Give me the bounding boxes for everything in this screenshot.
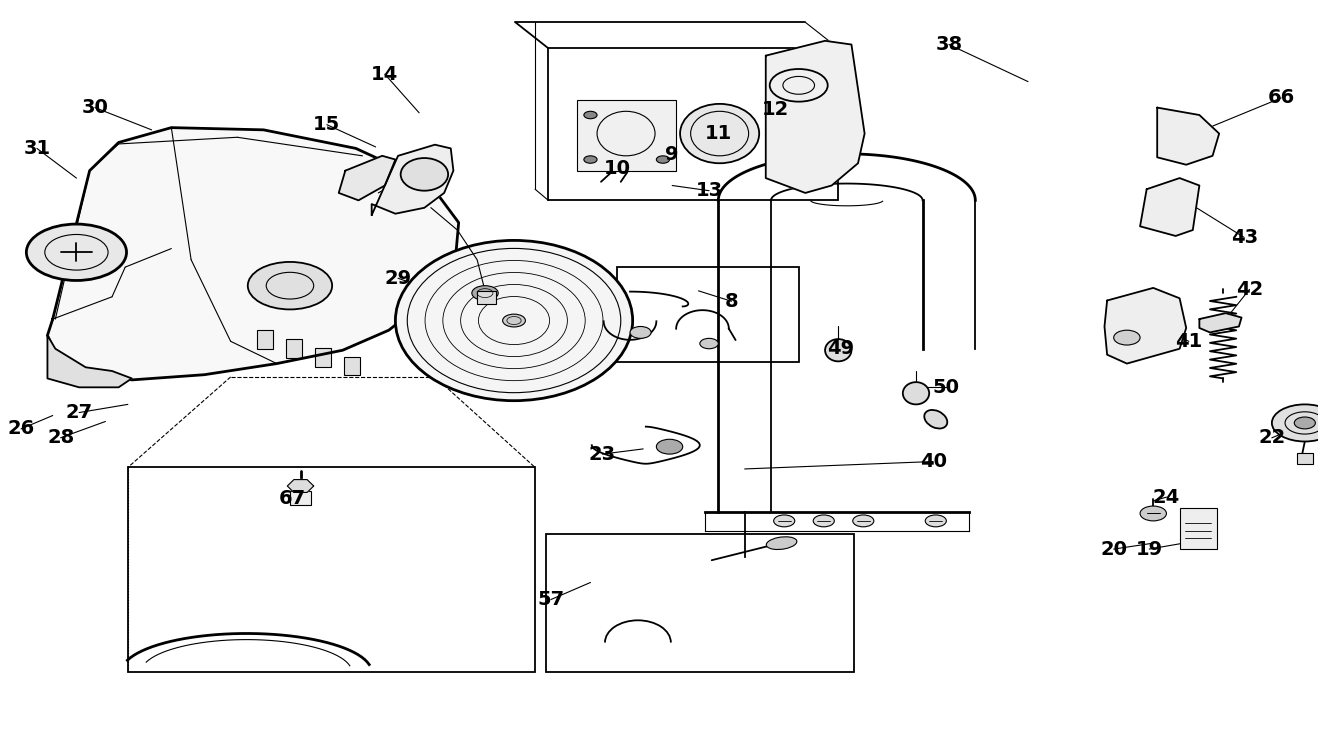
Bar	[546, 534, 854, 672]
Ellipse shape	[395, 240, 633, 401]
Polygon shape	[372, 145, 453, 215]
Bar	[1180, 508, 1217, 549]
Text: 14: 14	[372, 65, 398, 84]
Bar	[1297, 453, 1313, 464]
Text: 15: 15	[314, 115, 340, 134]
Circle shape	[26, 224, 127, 280]
Circle shape	[630, 326, 651, 338]
Text: 30: 30	[82, 98, 108, 117]
Text: 28: 28	[47, 428, 74, 447]
Circle shape	[248, 262, 332, 309]
Ellipse shape	[766, 536, 797, 550]
Polygon shape	[1140, 178, 1199, 236]
Bar	[548, 48, 838, 200]
Ellipse shape	[680, 104, 759, 163]
Circle shape	[774, 515, 795, 527]
Text: 19: 19	[1136, 539, 1162, 559]
Bar	[477, 291, 496, 304]
Circle shape	[925, 515, 946, 527]
Bar	[344, 357, 360, 375]
Ellipse shape	[924, 410, 948, 429]
Text: 31: 31	[24, 139, 50, 158]
Circle shape	[1114, 330, 1140, 345]
Text: 23: 23	[589, 444, 616, 464]
Circle shape	[1294, 417, 1315, 429]
Circle shape	[813, 515, 834, 527]
Polygon shape	[339, 156, 395, 200]
Text: 66: 66	[1268, 88, 1294, 108]
Polygon shape	[766, 41, 865, 193]
Text: 27: 27	[66, 403, 92, 422]
Polygon shape	[1199, 313, 1242, 332]
Text: 42: 42	[1236, 280, 1263, 299]
Text: 50: 50	[933, 378, 960, 397]
Circle shape	[502, 314, 526, 327]
Ellipse shape	[825, 339, 851, 361]
Text: 20: 20	[1101, 539, 1127, 559]
Text: 40: 40	[920, 452, 946, 471]
Text: 67: 67	[279, 489, 306, 508]
Text: 43: 43	[1231, 228, 1257, 247]
Text: 57: 57	[538, 590, 564, 609]
Text: 41: 41	[1176, 332, 1202, 351]
Ellipse shape	[401, 158, 448, 191]
Text: 8: 8	[725, 292, 738, 311]
Text: 12: 12	[762, 99, 788, 119]
Text: 10: 10	[604, 159, 630, 178]
Text: 22: 22	[1259, 428, 1285, 447]
Circle shape	[853, 515, 874, 527]
Circle shape	[1140, 506, 1166, 521]
Bar	[286, 339, 302, 358]
Bar	[128, 467, 535, 672]
Polygon shape	[1104, 288, 1186, 364]
Circle shape	[1272, 404, 1318, 441]
Circle shape	[584, 156, 597, 163]
Bar	[257, 330, 273, 349]
Text: 29: 29	[385, 269, 411, 288]
Bar	[290, 491, 311, 505]
Text: 24: 24	[1153, 487, 1180, 507]
Circle shape	[700, 338, 718, 349]
Ellipse shape	[903, 382, 929, 404]
Circle shape	[584, 111, 597, 119]
Text: 13: 13	[696, 181, 722, 200]
Bar	[315, 348, 331, 367]
Bar	[617, 267, 799, 362]
Text: 38: 38	[936, 35, 962, 54]
Circle shape	[656, 156, 670, 163]
Text: 11: 11	[705, 124, 731, 143]
Polygon shape	[1157, 108, 1219, 165]
Circle shape	[656, 439, 683, 454]
Text: 26: 26	[8, 419, 34, 439]
Polygon shape	[287, 479, 314, 493]
Circle shape	[472, 286, 498, 301]
Bar	[577, 100, 676, 171]
Text: 49: 49	[828, 339, 854, 358]
Text: 9: 9	[666, 145, 679, 164]
Polygon shape	[47, 128, 459, 380]
Polygon shape	[47, 335, 132, 387]
